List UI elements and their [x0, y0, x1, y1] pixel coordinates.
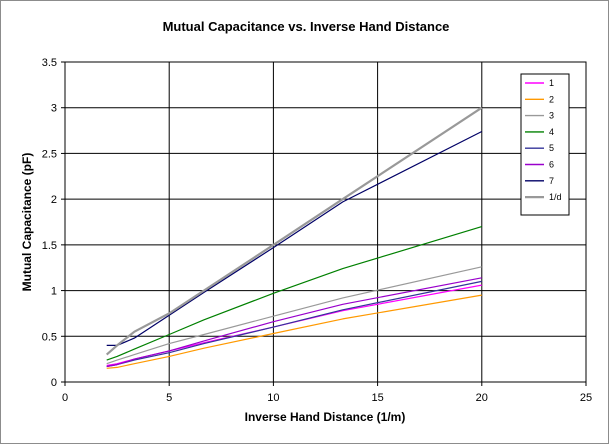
series-line-2: [106, 294, 482, 369]
legend-label: 3: [549, 111, 554, 121]
x-tick-label: 15: [371, 392, 383, 404]
y-tick-label: 3.5: [42, 57, 57, 69]
x-tick-label: 10: [267, 392, 279, 404]
legend-box: [520, 73, 570, 216]
x-axis-ticks: 0 5 10 15 20 25: [62, 382, 592, 404]
y-tick-label: 0: [51, 377, 57, 389]
x-tick-label: 0: [62, 392, 68, 404]
y-tick-label: 1: [51, 286, 57, 298]
series-line-6: [106, 277, 482, 368]
y-tick-label: 1.5: [42, 240, 57, 252]
y-tick-label: 0.5: [42, 331, 57, 343]
legend: 1 2 3 4 5 6 7 1/d: [520, 73, 570, 216]
plot-area: [65, 62, 586, 382]
legend-label: 6: [549, 160, 554, 170]
gridlines: [65, 62, 586, 382]
series-line-3: [106, 266, 482, 365]
legend-label: 2: [549, 94, 554, 104]
legend-label: 7: [549, 176, 554, 186]
legend-label: 1: [549, 78, 554, 88]
chart-title: Mutual Capacitance vs. Inverse Hand Dist…: [163, 19, 450, 34]
legend-label: 5: [549, 143, 554, 153]
x-tick-label: 5: [166, 392, 172, 404]
series-line-1: [106, 284, 482, 367]
series-line-4: [106, 226, 482, 361]
legend-label: 1/d: [549, 192, 562, 202]
plot-border: [64, 61, 587, 383]
series-line-1-d: [105, 106, 483, 356]
y-tick-label: 2: [51, 194, 57, 206]
x-tick-label: 25: [580, 392, 592, 404]
y-axis-ticks: 0 0.5 1 1.5 2 2.5 3 3.5: [42, 57, 65, 389]
x-axis-label: Inverse Hand Distance (1/m): [245, 410, 406, 424]
y-axis-label: Mutual Capacitance (pF): [20, 153, 34, 292]
legend-label: 4: [549, 127, 554, 137]
y-tick-label: 3: [51, 103, 57, 115]
series-lines: [105, 106, 483, 369]
x-tick-label: 20: [476, 392, 488, 404]
y-tick-label: 2.5: [42, 148, 57, 160]
